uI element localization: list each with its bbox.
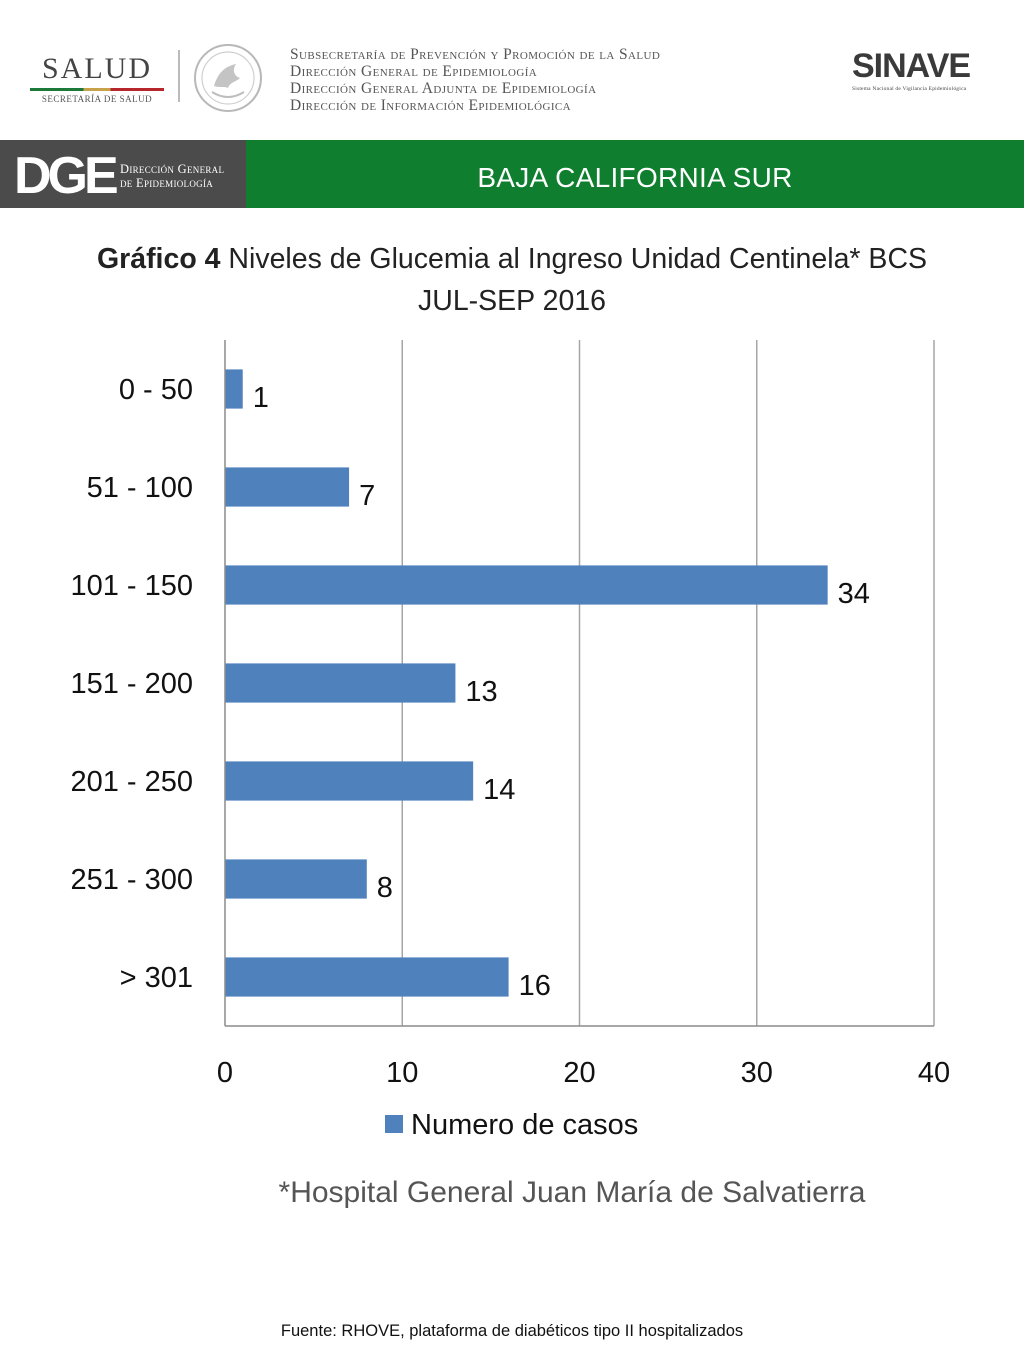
- data-label: 34: [838, 578, 870, 610]
- x-tick-label: 40: [918, 1057, 950, 1089]
- category-label: 101 - 150: [70, 570, 193, 602]
- sinave-logo: SINAVE Sistema Nacional de Vigilancia Ep…: [852, 46, 992, 102]
- x-tick-label: 30: [741, 1057, 773, 1089]
- data-label: 8: [377, 872, 393, 904]
- x-tick-label: 20: [563, 1057, 595, 1089]
- chart-title: Gráfico 4 Niveles de Glucemia al Ingreso…: [0, 238, 1024, 322]
- source-footer: Fuente: RHOVE, plataforma de diabéticos …: [280, 1322, 744, 1340]
- chart-legend: Numero de casos: [385, 1109, 638, 1149]
- bar: [225, 957, 509, 997]
- salud-logo-rule: [30, 88, 164, 91]
- bar: [225, 467, 350, 507]
- salud-logo-sub: SECRETARÍA DE SALUD: [41, 94, 153, 104]
- data-label: 7: [359, 480, 375, 512]
- salud-logo-name: SALUD: [41, 52, 152, 85]
- data-label: 1: [253, 382, 269, 414]
- chart-title-bold: Gráfico 4: [96, 243, 221, 275]
- bar: [225, 761, 474, 801]
- bar: [225, 859, 367, 899]
- data-label: 13: [465, 676, 497, 708]
- x-tick-label: 10: [386, 1057, 418, 1089]
- category-label: 0 - 50: [119, 374, 193, 406]
- x-tick-label: 0: [217, 1057, 233, 1089]
- data-label: 16: [519, 970, 551, 1002]
- chart-labels: 0 10 20 30 40 0 - 50 1 51 - 100 7 101 - 150 34 151 …: [70, 374, 950, 1089]
- dge-logo-line2: de Epidemiología: [120, 176, 214, 190]
- dge-logo-line1: Dirección General: [120, 162, 225, 176]
- chart-title-line1: Gráfico 4 Niveles de Glucemia al Ingreso…: [0, 238, 1024, 280]
- category-label: 251 - 300: [70, 864, 193, 896]
- institution-lines: Subsecretaría de Prevención y Promoción …: [290, 46, 810, 114]
- state-name: BAJA CALIFORNIA SUR: [477, 162, 793, 193]
- bar: [225, 369, 243, 409]
- bar: [225, 663, 456, 703]
- state-banner: BAJA CALIFORNIA SUR: [246, 140, 1024, 208]
- chart-title-rest: Niveles de Glucemia al Ingreso Unidad Ce…: [220, 243, 928, 275]
- glucemia-bar-chart: 0 10 20 30 40 0 - 50 1 51 - 100 7 101 - 150 34 151 …: [70, 340, 950, 1089]
- institution-line: Subsecretaría de Prevención y Promoción …: [290, 46, 661, 63]
- institution-line: Dirección General Adjunta de Epidemiolog…: [290, 80, 597, 97]
- category-label: 51 - 100: [87, 472, 193, 504]
- sinave-logo-name: SINAVE: [852, 47, 971, 85]
- salud-logo: SALUD SECRETARÍA DE SALUD: [22, 52, 172, 108]
- chart-title-line2: JUL-SEP 2016: [417, 285, 606, 317]
- sinave-logo-sub: Sistema Nacional de Vigilancia Epidemiol…: [852, 86, 967, 92]
- legend-label: Numero de casos: [411, 1109, 639, 1141]
- category-label: 201 - 250: [70, 766, 193, 798]
- bar: [225, 565, 828, 605]
- institution-line: Dirección General de Epidemiología: [290, 63, 538, 80]
- dge-banner: DGE Dirección General de Epidemiología: [0, 140, 246, 208]
- category-label: 151 - 200: [70, 668, 193, 700]
- legend-swatch: [385, 1114, 403, 1133]
- dge-logo-letters: DGE: [14, 147, 119, 205]
- category-label: > 301: [120, 962, 193, 994]
- institution-line: Dirección de Información Epidemiológica: [290, 97, 571, 114]
- data-label: 14: [483, 774, 515, 806]
- header-divider: [178, 50, 180, 102]
- dge-logo-text: Dirección General de Epidemiología: [120, 162, 224, 190]
- hospital-note: *Hospital General Juan María de Salvatie…: [278, 1176, 866, 1209]
- chart-axes: [224, 340, 934, 1027]
- chart-bars: [225, 369, 828, 997]
- mexico-coat-of-arms-icon: [194, 44, 262, 112]
